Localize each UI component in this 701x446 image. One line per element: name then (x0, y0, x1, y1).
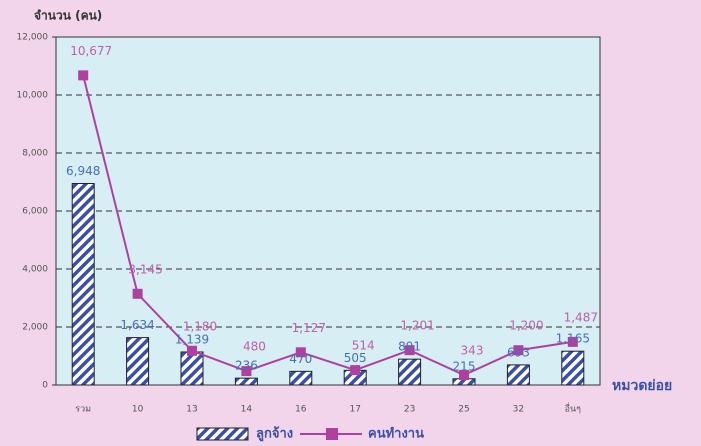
line-marker (404, 345, 415, 356)
bar-value-label: 1,139 (175, 332, 209, 346)
x-axis-title: หมวดย่อย (612, 378, 672, 394)
x-tick-label: 23 (404, 405, 415, 415)
bar-value-label: 236 (235, 359, 258, 373)
line-marker (132, 288, 143, 299)
x-tick-label: 10 (132, 405, 144, 415)
line-marker (567, 336, 578, 347)
line (82, 75, 573, 377)
x-tick-label: รวม (75, 405, 91, 415)
line-value-label: 514 (352, 339, 375, 353)
x-tick-label: 16 (295, 405, 307, 415)
y-tick-label: 8,000 (22, 149, 48, 159)
bar (506, 364, 530, 386)
line-value-label: 3,145 (128, 262, 162, 276)
bar (234, 377, 258, 386)
line-value-label: 1,180 (183, 319, 217, 333)
line-marker (295, 347, 306, 358)
y-tick-label: 10,000 (17, 91, 49, 101)
x-tick-label: 25 (458, 405, 469, 415)
bar-value-label: 505 (344, 351, 367, 365)
line-value-label: 10,677 (70, 44, 112, 58)
line-marker (513, 345, 524, 356)
x-tick-label: 14 (241, 405, 253, 415)
line-marker (241, 366, 252, 377)
bar-value-label: 891 (398, 340, 421, 354)
y-tick-label: 4,000 (22, 265, 48, 275)
line-marker (350, 365, 361, 376)
y-tick-label: 2,000 (22, 323, 48, 333)
line-value-label: 1,201 (400, 319, 434, 333)
line-marker (78, 70, 89, 81)
x-tick-label: 32 (513, 405, 524, 415)
legend-label: ลูกจ้าง (256, 426, 293, 442)
line-marker (187, 345, 197, 356)
bar-value-label: 470 (289, 352, 312, 366)
bar (561, 350, 585, 386)
line-value-label: 1,127 (292, 321, 326, 335)
y-tick-label: 12,000 (17, 33, 49, 43)
x-tick-label: อื่นๆ (565, 402, 582, 415)
x-tick-label: 13 (186, 405, 197, 415)
legend-marker (326, 428, 338, 440)
bar-value-label: 1,634 (120, 318, 154, 332)
y-axis-title: จำนวน (คน) (34, 9, 102, 23)
bar (398, 358, 422, 386)
bar-value-label: 215 (453, 359, 476, 373)
line-value-label: 1,487 (564, 310, 598, 324)
x-tick-label: 17 (349, 405, 360, 415)
bar (71, 183, 95, 386)
bar (126, 337, 150, 386)
line-marker (459, 370, 469, 381)
legend-swatch (196, 427, 249, 441)
line-value-label: 343 (461, 344, 484, 358)
y-tick-label: 0 (42, 381, 48, 391)
bar (289, 370, 313, 386)
bar-value-label: 1,165 (556, 332, 590, 346)
bar-value-label: 6,948 (66, 164, 100, 178)
y-tick-label: 6,000 (22, 207, 48, 217)
bar-value-label: 693 (507, 345, 530, 359)
legend-label: คนทำงาน (368, 426, 424, 442)
bar (180, 351, 204, 386)
line-value-label: 1,200 (509, 319, 543, 333)
line-value-label: 480 (243, 340, 266, 354)
